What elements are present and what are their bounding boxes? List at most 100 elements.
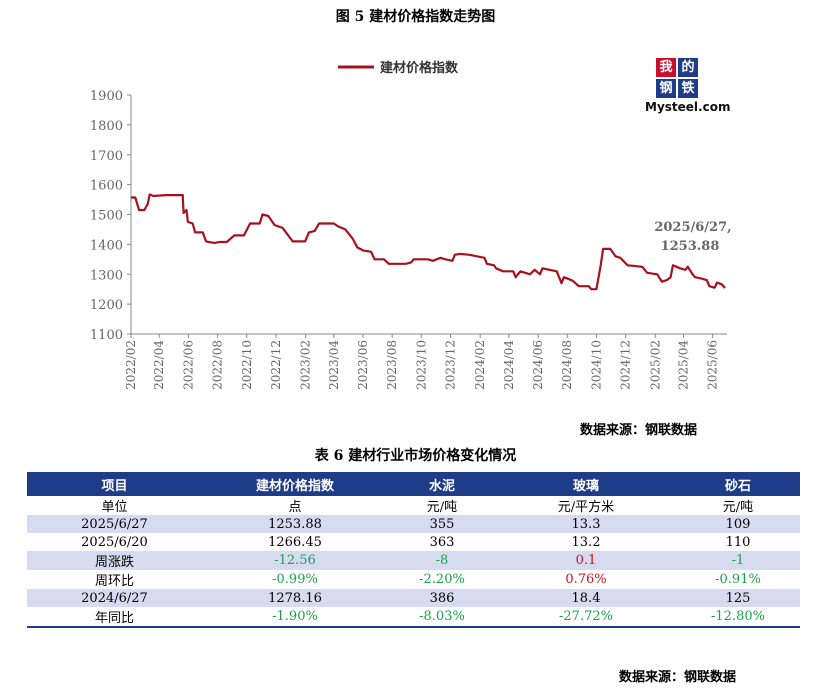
- column-header: 水泥: [388, 472, 496, 496]
- table-cell: 18.4: [496, 589, 676, 607]
- logo-char: 我: [656, 58, 676, 77]
- table-row: 周环比 -0.99% -2.20% 0.76% -0.91%: [27, 570, 800, 589]
- series-line: [131, 193, 726, 291]
- market-price-table: 项目 建材价格指数 水泥 玻璃 砂石 单位点元/吨 元/平方米 元/吨 2025/6/…: [27, 472, 800, 628]
- table-cell: 1253.88: [202, 515, 388, 533]
- y-tick-label: 1500: [90, 209, 123, 224]
- price-index-line-chart: 建材价格指数 110012001300140015001600170018001…: [90, 60, 732, 390]
- column-header: 玻璃: [496, 472, 676, 496]
- annotation-value: 1253.88: [661, 239, 720, 254]
- last-value-annotation: 2025/6/27, 1253.88: [654, 220, 731, 254]
- logo-cn-chars: 我 的 钢 铁: [655, 57, 699, 99]
- x-axis: 2022/02 2022/04 2022/06 2022/08 2022/10 2022/…: [124, 333, 727, 390]
- y-tick-label: 1700: [90, 149, 123, 164]
- x-tick-label: 2023/02: [299, 340, 313, 390]
- table-cell: 110: [725, 534, 751, 550]
- table-title: 表 6 建材行业市场价格变化情况: [314, 448, 517, 464]
- table-cell: 13.2: [571, 534, 601, 550]
- table-row: 2025/6/20 1266.45 363 13.2 110: [27, 533, 800, 551]
- x-tick-label: 2025/04: [676, 340, 690, 390]
- table-row: 2024/6/27 1278.16 386 18.4 125: [27, 589, 800, 607]
- table-cell: 点: [288, 500, 302, 515]
- mysteel-logo: 我 的 钢 铁 Mysteel.com: [645, 57, 735, 114]
- table-cell: 元/吨: [426, 500, 458, 515]
- logo-en-text: Mysteel.com: [645, 100, 731, 114]
- table-cell: 1266.45: [268, 534, 322, 550]
- x-tick-label: 2023/04: [327, 340, 341, 390]
- x-tick-label: 2024/06: [531, 340, 545, 390]
- figure-title: 图 5 建材价格指数走势图: [335, 9, 496, 25]
- column-header: 建材价格指数: [202, 472, 388, 496]
- chart-legend: 建材价格指数: [338, 60, 459, 76]
- table-source: 数据来源：钢联数据: [619, 670, 737, 685]
- y-tick-label: 1400: [90, 238, 123, 253]
- table-cell: -0.99%: [272, 572, 318, 587]
- table-cell: -8.03%: [388, 607, 496, 628]
- x-tick-label: 2023/12: [444, 340, 458, 390]
- plot-area: [131, 193, 726, 291]
- x-tick-label: 2023/08: [385, 340, 399, 390]
- table-cell: -2.20%: [419, 572, 465, 587]
- table-cell: -1.90%: [202, 607, 388, 628]
- table-cell: 元/吨: [722, 500, 754, 515]
- y-tick-label: 1900: [90, 89, 123, 104]
- table-cell: 元/平方米: [557, 500, 615, 515]
- x-tick-label: 2022/04: [152, 340, 166, 390]
- y-tick-label: 1100: [90, 328, 123, 343]
- table-row: 年同比 -1.90% -8.03% -27.72% -12.80%: [27, 607, 800, 628]
- table-cell: 355: [388, 515, 496, 533]
- table-cell: 363: [429, 534, 455, 550]
- y-tick-label: 1800: [90, 119, 123, 134]
- x-tick-label: 2024/12: [619, 340, 633, 390]
- table-cell: 109: [676, 515, 800, 533]
- logo-char: 的: [678, 58, 698, 77]
- x-tick-label: 2025/02: [648, 340, 662, 390]
- annotation-date: 2025/6/27,: [654, 220, 731, 235]
- x-tick-label: 2023/06: [356, 340, 370, 390]
- table-cell: 125: [676, 589, 800, 607]
- table-row: 2025/6/27 1253.88 355 13.3 109: [27, 515, 800, 533]
- x-tick-label: 2023/10: [414, 340, 428, 390]
- row-label-cell: 2025/6/20: [81, 534, 148, 550]
- table-cell: 0.76%: [565, 572, 607, 587]
- x-tick-label: 2024/08: [560, 340, 574, 390]
- logo-char: 钢: [656, 79, 676, 98]
- table-header-row: 项目 建材价格指数 水泥 玻璃 砂石: [27, 472, 800, 496]
- row-label-cell: 周涨跌: [27, 551, 202, 570]
- row-label-cell: 2025/6/27: [27, 515, 202, 533]
- column-header: 砂石: [676, 472, 800, 496]
- logo-char: 铁: [678, 79, 698, 98]
- y-tick-label: 1200: [90, 298, 123, 313]
- chart-source: 数据来源：钢联数据: [580, 423, 698, 438]
- x-tick-label: 2022/08: [211, 340, 225, 390]
- column-header: 项目: [27, 472, 202, 496]
- table-cell: 386: [388, 589, 496, 607]
- row-label-cell: 年同比: [27, 607, 202, 628]
- table-cell: 13.3: [496, 515, 676, 533]
- row-label-cell: 2024/6/27: [27, 589, 202, 607]
- table-row: 周涨跌 -12.56 -8 0.1 -1: [27, 551, 800, 570]
- x-tick-label: 2022/12: [269, 340, 283, 390]
- table-cell: -12.56: [202, 551, 388, 570]
- table-cell: 0.1: [496, 551, 676, 570]
- x-tick-label: 2022/10: [240, 340, 254, 390]
- y-axis: 1100 1200 1300 1400 1500 1600 1700 1800 1900: [90, 89, 132, 343]
- row-label-cell: 单位: [101, 500, 128, 515]
- table-row: 单位 点 元/吨 元/平方米 元/吨: [27, 496, 800, 515]
- table-cell: -0.91%: [715, 572, 761, 587]
- x-tick-label: 2022/02: [124, 340, 138, 390]
- x-tick-label: 2024/04: [502, 340, 516, 390]
- x-tick-label: 2022/06: [181, 340, 195, 390]
- x-tick-label: 2025/06: [706, 340, 720, 390]
- table-cell: 1278.16: [202, 589, 388, 607]
- y-tick-label: 1600: [90, 179, 123, 194]
- x-tick-label: 2024/10: [589, 340, 603, 390]
- table-cell: -27.72%: [496, 607, 676, 628]
- table-cell: -12.80%: [676, 607, 800, 628]
- table-cell: -1: [676, 551, 800, 570]
- x-tick-label: 2024/02: [473, 340, 487, 390]
- row-label-cell: 周环比: [94, 574, 134, 589]
- legend-label: 建材价格指数: [380, 60, 459, 76]
- y-tick-label: 1300: [90, 268, 123, 283]
- table-cell: -8: [388, 551, 496, 570]
